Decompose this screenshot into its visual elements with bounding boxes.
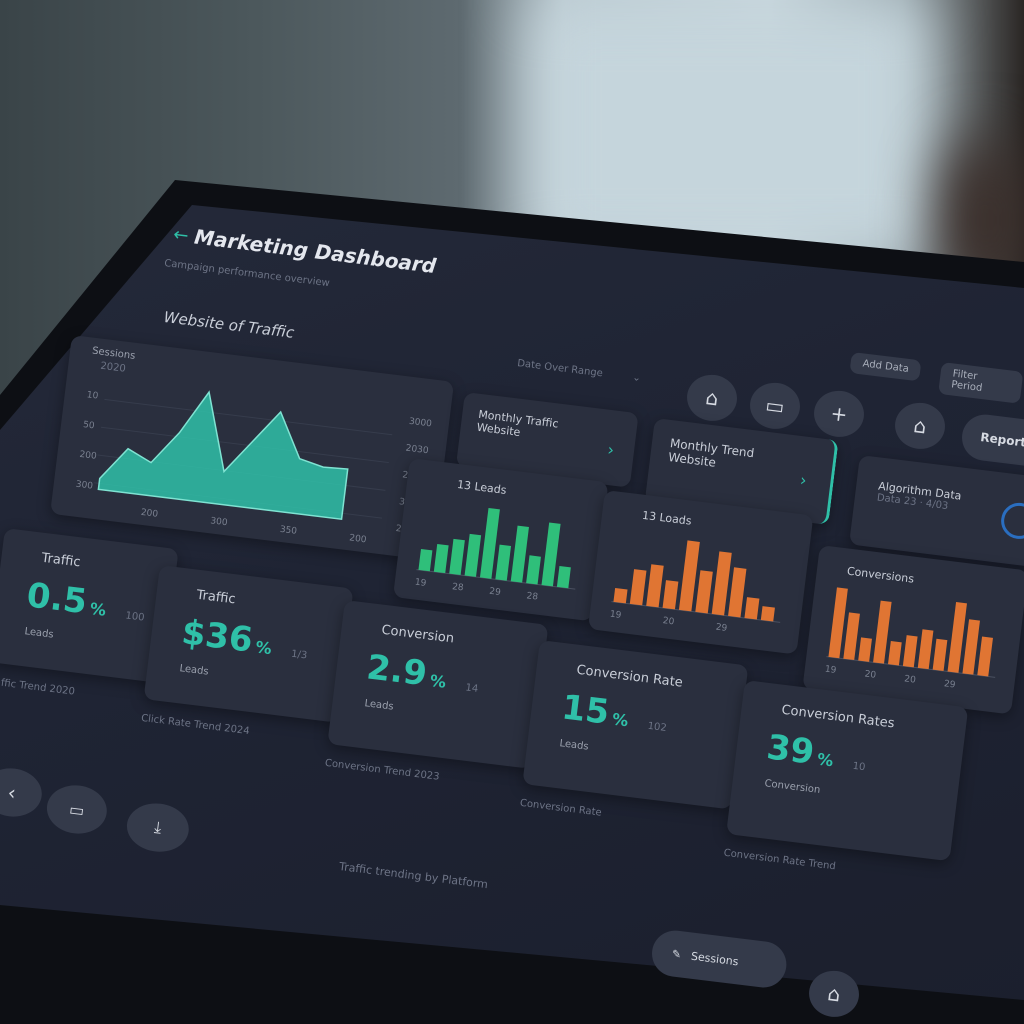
stat-label: Conversion Rates (780, 702, 896, 732)
x-tick-label: 20 (904, 674, 917, 685)
background-window (530, 0, 930, 260)
y-tick-label-left: 200 (79, 450, 98, 462)
bar (629, 569, 647, 606)
bar (613, 587, 628, 604)
chevron-right-icon: › (799, 470, 808, 490)
bar (678, 540, 700, 612)
stat-unit: % (816, 749, 835, 771)
bar (433, 543, 449, 574)
bar (479, 507, 500, 579)
x-tick-label: 200 (140, 508, 159, 520)
area-series (97, 390, 349, 521)
gridline (104, 398, 393, 436)
bar-chart: 19 20 20 29 (824, 587, 996, 691)
bar-chart: 19 28 29 28 (414, 507, 576, 603)
stat-value: 2.9 (364, 647, 430, 695)
bar (947, 602, 967, 673)
stat-card[interactable]: Conversion Rate 15 % 102 Leads Conversio… (519, 640, 749, 819)
sessions-label: Sessions (690, 949, 740, 968)
bar (873, 600, 892, 664)
stat-card[interactable]: Conversion Rates 39 % 10 Conversion Conv… (723, 680, 969, 872)
bar (902, 635, 918, 668)
y-tick-label: 3000 (408, 417, 432, 430)
bar (843, 612, 860, 661)
bar (695, 570, 713, 614)
stat-value: 0.5 (24, 575, 90, 623)
bar-card-leads: 13 Leads 19 28 29 28 (392, 458, 609, 622)
x-tick-label: 28 (526, 591, 539, 602)
y-tick-label: 2030 (405, 444, 429, 457)
bar-card-loads: 13 Loads 19 20 29 (587, 490, 814, 655)
chevron-down-icon: ⌄ (631, 372, 642, 385)
stat-card[interactable]: Traffic $36 % 1/3 Leads Click Rate Trend… (141, 565, 354, 737)
stat-sub: Leads (23, 626, 55, 641)
x-tick-label: 29 (715, 623, 728, 634)
bar (556, 566, 571, 589)
x-tick-label: 19 (824, 665, 837, 676)
y-tick-label-left: 300 (75, 480, 94, 492)
stat-label: Conversion Rate (575, 662, 684, 691)
bar (760, 606, 775, 622)
bar (495, 544, 512, 581)
bar (887, 641, 902, 666)
stat-label: Traffic (40, 550, 82, 571)
arrow-left-icon[interactable]: ← (172, 223, 190, 247)
stat-unit: % (88, 599, 108, 620)
stat-unit: % (611, 709, 630, 731)
stat-label: Traffic (195, 587, 237, 608)
x-tick-label: 28 (451, 582, 464, 593)
bar (977, 636, 993, 677)
y-tick-label-left: 50 (83, 420, 96, 431)
stat-sub: Conversion (763, 778, 821, 796)
x-tick-label: 300 (210, 516, 229, 528)
bar (646, 564, 664, 608)
bar (728, 567, 747, 618)
bar (449, 538, 465, 576)
bar (858, 637, 872, 662)
gridline (100, 426, 389, 464)
x-tick-label: 20 (662, 616, 675, 627)
x-tick-label: 19 (414, 578, 427, 589)
x-tick-label: 29 (489, 587, 502, 598)
bar (744, 597, 760, 620)
stat-sub: Leads (558, 738, 590, 753)
bar (711, 551, 732, 616)
bar (418, 549, 433, 572)
stat-sub: Leads (363, 698, 395, 713)
stat-side: 1/3 (290, 648, 308, 662)
bar (541, 522, 561, 587)
chevron-right-icon: › (606, 439, 616, 460)
stat-value: $36 (179, 612, 255, 661)
bar-chart: 19 20 29 (609, 540, 781, 634)
stat-value: 15 (559, 687, 612, 733)
x-tick-label: 350 (279, 525, 298, 537)
bar (526, 555, 541, 585)
bar (962, 619, 980, 675)
stat-unit: % (428, 671, 448, 692)
x-tick-label: 29 (943, 679, 956, 690)
stat-sub: Leads (178, 663, 210, 678)
bar (828, 587, 848, 659)
stat-card[interactable]: Conversion 2.9 % 14 Leads Conversion Tre… (324, 600, 549, 783)
stat-side: 10 (851, 760, 866, 774)
bar (917, 629, 934, 670)
x-tick-label: 20 (864, 669, 877, 680)
stat-value: 39 (764, 727, 817, 773)
bar (464, 533, 482, 577)
y-tick-label-left: 10 (86, 390, 99, 401)
bar (932, 638, 948, 671)
stat-side: 102 (646, 720, 668, 735)
stat-unit: % (254, 637, 273, 659)
x-tick-label: 200 (349, 533, 368, 545)
bar-card-conversions: Conversions 19 20 20 29 (802, 545, 1024, 715)
x-tick-label: 19 (609, 610, 622, 621)
bar (510, 525, 529, 583)
stat-side: 100 (124, 610, 146, 624)
stat-label: Conversion (380, 622, 455, 647)
pen-icon: ✎ (671, 946, 682, 961)
stat-side: 14 (464, 682, 479, 695)
bar (662, 580, 679, 610)
